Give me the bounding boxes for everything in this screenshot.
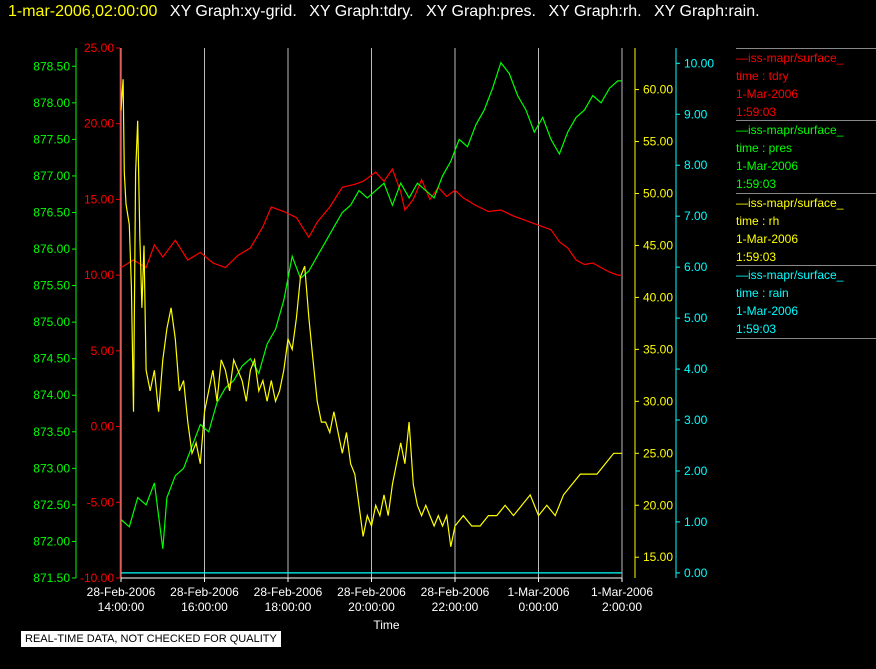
tdry-y-tick-label: -10.00 bbox=[80, 571, 114, 585]
rain-y-tick-label: 7.00 bbox=[684, 209, 708, 223]
rh-y-tick-label: 60.00 bbox=[643, 83, 673, 97]
x-axis-label: Time bbox=[373, 618, 400, 632]
legend-series-line: —iss-mapr/surface_ bbox=[736, 193, 876, 212]
tdry-y-tick-label: 15.00 bbox=[84, 192, 114, 206]
x-tick-label-time: 22:00:00 bbox=[432, 600, 479, 614]
legend-series-line: —iss-mapr/surface_ bbox=[736, 48, 876, 67]
pres-y-tick-label: 878.50 bbox=[33, 59, 70, 73]
rh-y-tick-label: 45.00 bbox=[643, 238, 673, 252]
pres-y-tick-label: 875.50 bbox=[33, 279, 70, 293]
tdry-y-tick-label: 20.00 bbox=[84, 117, 114, 131]
x-tick-label-date: 28-Feb-2006 bbox=[87, 585, 156, 599]
x-tick-label-date: 28-Feb-2006 bbox=[337, 585, 406, 599]
pres-y-tick-label: 875.00 bbox=[33, 315, 70, 329]
graph-header: 1-mar-2006,02:00:00 XY Graph:xy-grid. XY… bbox=[8, 3, 760, 21]
rain-y-tick-label: 10.00 bbox=[684, 56, 714, 70]
pres-y-tick-label: 873.50 bbox=[33, 425, 70, 439]
header-graph-tdry[interactable]: XY Graph:tdry. bbox=[309, 3, 414, 20]
rh-y-tick-label: 30.00 bbox=[643, 394, 673, 408]
pres-y-tick-label: 873.00 bbox=[33, 461, 70, 475]
header-graph-rain[interactable]: XY Graph:rain. bbox=[654, 3, 760, 20]
rain-y-tick-label: 4.00 bbox=[684, 362, 708, 376]
legend-label: time : tdry bbox=[736, 69, 789, 83]
legend-series-line: —iss-mapr/surface_ bbox=[736, 120, 876, 139]
legend-time: 1:59:03 bbox=[736, 322, 777, 336]
legend-entry-rh[interactable]: —iss-mapr/surface_ time : rh 1-Mar-2006 … bbox=[736, 193, 876, 266]
header-graph-rh[interactable]: XY Graph:rh. bbox=[548, 3, 642, 20]
tdry-y-tick-label: 10.00 bbox=[84, 268, 114, 282]
pres-y-tick-label: 872.50 bbox=[33, 498, 70, 512]
legend-date: 1-Mar-2006 bbox=[736, 304, 799, 318]
legend-label: time : rain bbox=[736, 286, 789, 300]
x-tick-label-time: 2:00:00 bbox=[602, 600, 642, 614]
rain-y-tick-label: 1.00 bbox=[684, 515, 708, 529]
pres-y-tick-label: 871.50 bbox=[33, 571, 70, 585]
rain-y-tick-label: 5.00 bbox=[684, 311, 708, 325]
header-datetime: 1-mar-2006,02:00:00 bbox=[8, 3, 158, 20]
rh-y-tick-label: 40.00 bbox=[643, 290, 673, 304]
legend-entry-rain[interactable]: —iss-mapr/surface_ time : rain 1-Mar-200… bbox=[736, 265, 876, 339]
legend-entry-tdry[interactable]: —iss-mapr/surface_ time : tdry 1-Mar-200… bbox=[736, 48, 876, 121]
x-tick-label-time: 18:00:00 bbox=[265, 600, 312, 614]
legend-series-line: —iss-mapr/surface_ bbox=[736, 265, 876, 284]
tdry-y-tick-label: 0.00 bbox=[91, 420, 115, 434]
tdry-y-tick-label: -5.00 bbox=[87, 495, 115, 509]
x-tick-label-date: 1-Mar-2006 bbox=[591, 585, 653, 599]
rain-y-tick-label: 0.00 bbox=[684, 566, 708, 580]
legend-series-name: iss-mapr/surface_ bbox=[748, 196, 844, 210]
legend-series-name: iss-mapr/surface_ bbox=[748, 123, 844, 137]
legend-entry-pres[interactable]: —iss-mapr/surface_ time : pres 1-Mar-200… bbox=[736, 120, 876, 193]
rh-y-tick-label: 35.00 bbox=[643, 342, 673, 356]
quality-note: REAL-TIME DATA, NOT CHECKED FOR QUALITY bbox=[21, 631, 281, 647]
pres-y-tick-label: 876.00 bbox=[33, 242, 70, 256]
rain-y-tick-label: 2.00 bbox=[684, 464, 708, 478]
rain-y-tick-label: 6.00 bbox=[684, 260, 708, 274]
legend-label: time : pres bbox=[736, 141, 793, 155]
tdry-y-tick-label: 5.00 bbox=[91, 344, 115, 358]
legend-series-name: iss-mapr/surface_ bbox=[748, 268, 844, 282]
rh-y-tick-label: 15.00 bbox=[643, 550, 673, 564]
rh-y-tick-label: 25.00 bbox=[643, 446, 673, 460]
legend-date: 1-Mar-2006 bbox=[736, 159, 799, 173]
pres-y-tick-label: 876.50 bbox=[33, 205, 70, 219]
pres-y-tick-label: 874.50 bbox=[33, 352, 70, 366]
rain-y-tick-label: 8.00 bbox=[684, 158, 708, 172]
legend-date: 1-Mar-2006 bbox=[736, 232, 799, 246]
legend-time: 1:59:03 bbox=[736, 250, 777, 264]
pres-series-line bbox=[120, 61, 622, 549]
pres-y-tick-label: 877.00 bbox=[33, 169, 70, 183]
pres-y-tick-label: 872.00 bbox=[33, 534, 70, 548]
rh-y-tick-label: 55.00 bbox=[643, 135, 673, 149]
pres-y-tick-label: 874.00 bbox=[33, 388, 70, 402]
rh-y-tick-label: 20.00 bbox=[643, 498, 673, 512]
legend-time: 1:59:03 bbox=[736, 177, 777, 191]
rh-series-line bbox=[120, 79, 622, 547]
x-tick-label-time: 16:00:00 bbox=[181, 600, 228, 614]
x-tick-label-time: 20:00:00 bbox=[348, 600, 395, 614]
legend-label: time : rh bbox=[736, 214, 780, 228]
legend-time: 1:59:03 bbox=[736, 105, 777, 119]
x-tick-label-time: 0:00:00 bbox=[518, 600, 558, 614]
x-tick-label-date: 28-Feb-2006 bbox=[421, 585, 490, 599]
tdry-series-line bbox=[120, 167, 622, 276]
rh-y-tick-label: 50.00 bbox=[643, 186, 673, 200]
pres-y-tick-label: 877.50 bbox=[33, 132, 70, 146]
x-tick-label-date: 1-Mar-2006 bbox=[507, 585, 569, 599]
x-tick-label-date: 28-Feb-2006 bbox=[170, 585, 239, 599]
legend-date: 1-Mar-2006 bbox=[736, 87, 799, 101]
x-tick-label-time: 14:00:00 bbox=[98, 600, 145, 614]
pres-y-tick-label: 878.00 bbox=[33, 96, 70, 110]
header-graph-xy-grid[interactable]: XY Graph:xy-grid. bbox=[169, 3, 297, 20]
rain-y-tick-label: 9.00 bbox=[684, 107, 708, 121]
legend-series-name: iss-mapr/surface_ bbox=[748, 51, 844, 65]
rain-y-tick-label: 3.00 bbox=[684, 413, 708, 427]
tdry-y-tick-label: 25.00 bbox=[84, 41, 114, 55]
header-graph-pres[interactable]: XY Graph:pres. bbox=[426, 3, 536, 20]
x-tick-label-date: 28-Feb-2006 bbox=[254, 585, 323, 599]
